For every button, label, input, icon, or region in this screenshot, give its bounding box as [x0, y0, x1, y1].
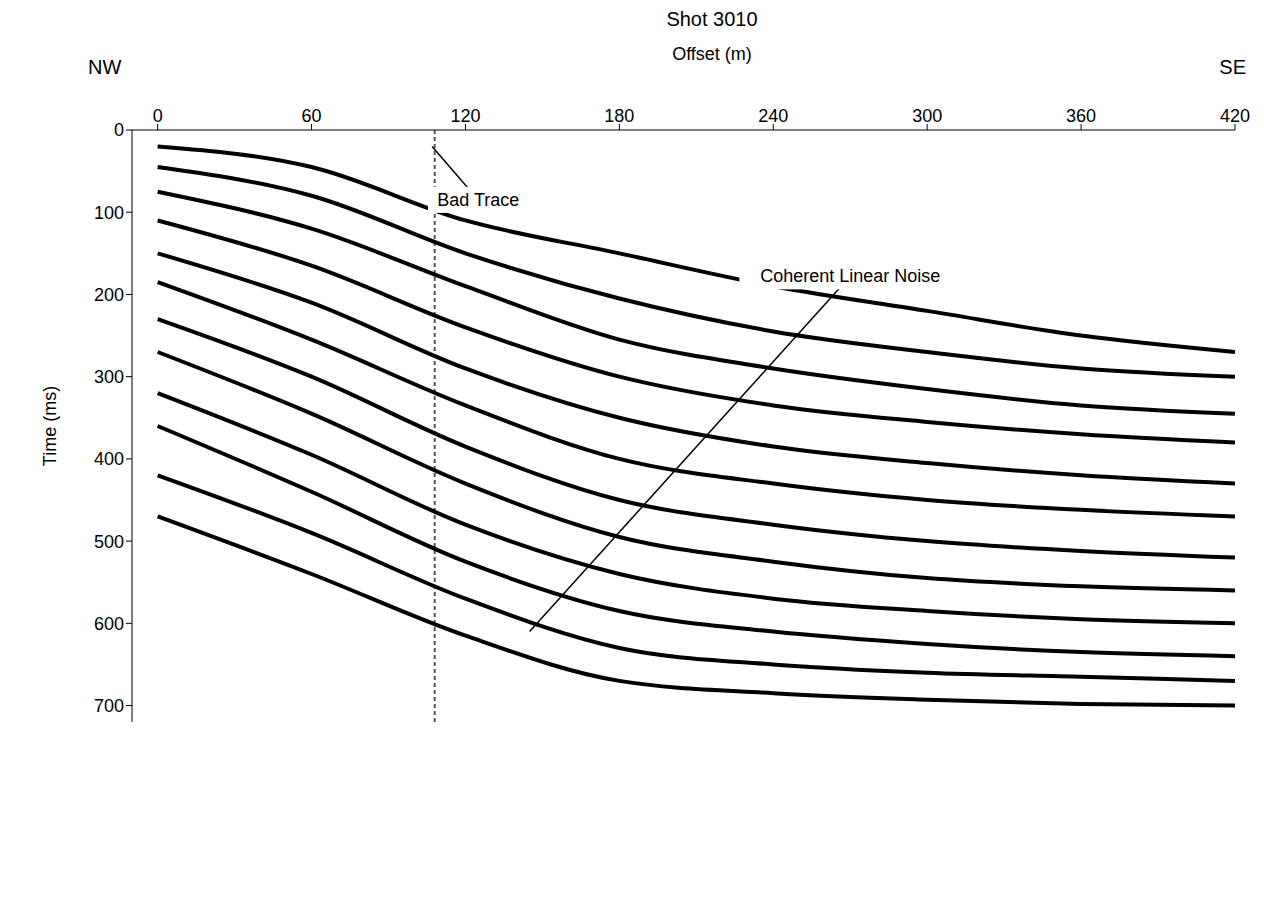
html-text:Shot 3010: Shot 3010	[666, 8, 758, 30]
svg-text:Time (ms): Time (ms)	[40, 386, 60, 466]
svg-text:Bad Trace: Bad Trace	[437, 190, 519, 210]
svg-text:120: 120	[450, 106, 480, 126]
svg-text:300: 300	[94, 367, 124, 387]
svg-text:0: 0	[153, 106, 163, 126]
svg-text:180: 180	[604, 106, 634, 126]
svg-text:300: 300	[912, 106, 942, 126]
svg-text:240: 240	[758, 106, 788, 126]
html-text:NW: NW	[88, 56, 122, 78]
html-text:SE: SE	[1219, 56, 1246, 78]
svg-text:Coherent Linear Noise: Coherent Linear Noise	[760, 266, 940, 286]
svg-text:200: 200	[94, 285, 124, 305]
svg-text:700: 700	[94, 696, 124, 716]
svg-text:600: 600	[94, 614, 124, 634]
svg-text:500: 500	[94, 532, 124, 552]
svg-text:400: 400	[94, 449, 124, 469]
svg-text:0: 0	[114, 120, 124, 140]
html-text:Offset (m): Offset (m)	[672, 44, 752, 64]
svg-text:360: 360	[1066, 106, 1096, 126]
svg-text:60: 60	[302, 106, 322, 126]
svg-text:420: 420	[1220, 106, 1250, 126]
svg-text:100: 100	[94, 203, 124, 223]
